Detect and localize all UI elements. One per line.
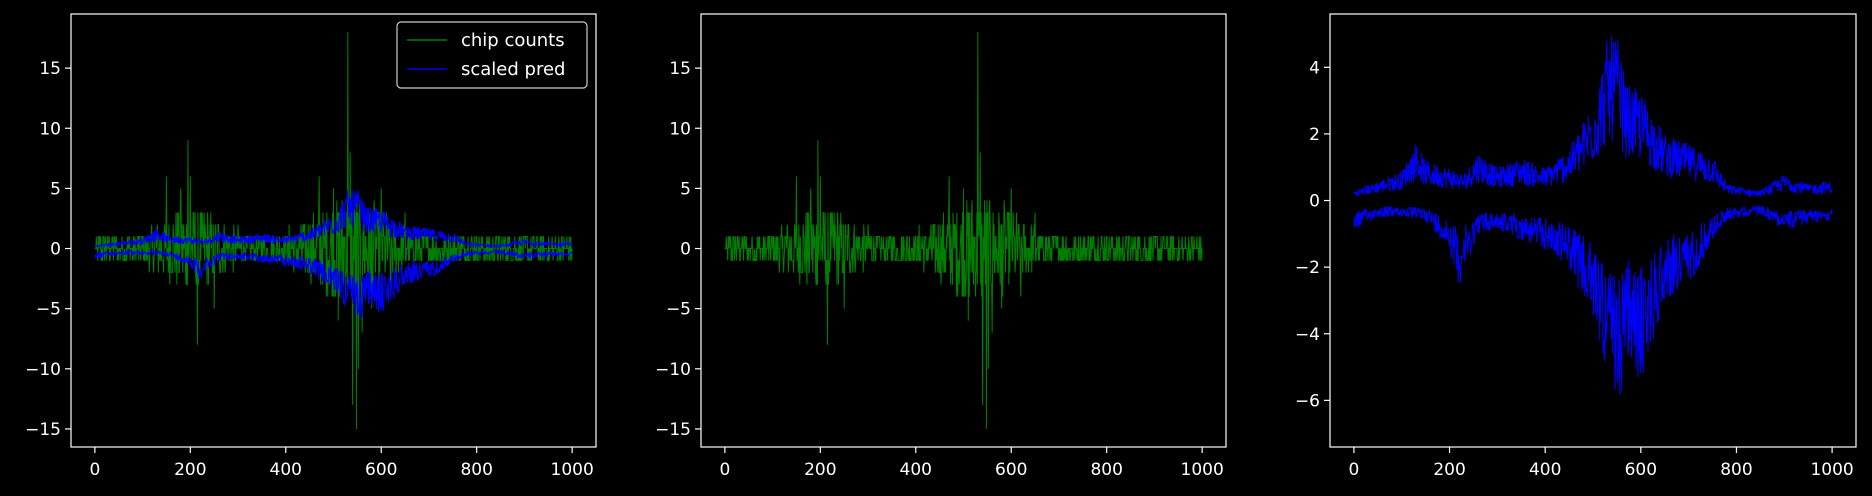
y-tick-label: 10 (669, 119, 691, 139)
y-tick-label: −5 (666, 300, 691, 320)
scaled-pred-lower-line (1353, 205, 1833, 396)
x-tick-label: 400 (270, 460, 302, 480)
legend-box (396, 21, 588, 89)
legend: chip counts scaled pred (396, 21, 588, 89)
y-tick-label: −15 (25, 420, 61, 440)
x-tick-label: 1000 (1181, 460, 1224, 480)
legend-chip-counts-label: chip counts (461, 30, 565, 51)
scaled-pred-lower-line (94, 248, 573, 319)
y-tick-label: 2 (1309, 125, 1320, 145)
x-tick-label: 400 (900, 460, 932, 480)
x-tick-label: 400 (1529, 460, 1561, 480)
x-tick-label: 800 (1090, 460, 1122, 480)
y-tick-label: −10 (655, 360, 691, 380)
x-tick-label: 200 (174, 460, 206, 480)
chip-counts-line (724, 32, 1203, 429)
panel-3-frame (1329, 13, 1857, 448)
panel-3-scaled-pred: −6 −4 −2 0 2 4 0 200 400 600 800 1000 (1295, 13, 1857, 480)
y-tick-label: −4 (1295, 325, 1320, 345)
y-tick-label: −6 (1295, 391, 1320, 411)
x-tick-label: 1000 (551, 460, 594, 480)
y-tick-label: 0 (680, 240, 691, 260)
x-tick-label: 1000 (1810, 460, 1853, 480)
panel-2-x-axis: 0 200 400 600 800 1000 (719, 447, 1224, 480)
panel-2-chip-counts: −15 −10 −5 0 5 10 15 0 200 400 600 800 1000 (655, 13, 1227, 480)
y-tick-label: 15 (39, 59, 61, 79)
y-tick-label: 5 (50, 179, 61, 199)
x-tick-label: 600 (1625, 460, 1657, 480)
panel-2-y-axis: −15 −10 −5 0 5 10 15 (655, 59, 701, 440)
x-tick-label: 600 (365, 460, 397, 480)
x-tick-label: 800 (1720, 460, 1752, 480)
x-tick-label: 200 (804, 460, 836, 480)
x-tick-label: 0 (89, 460, 100, 480)
y-tick-label: −5 (36, 300, 61, 320)
chip-counts-series-2 (724, 32, 1203, 429)
panel-1-combined: −15 −10 −5 0 5 10 15 0 200 400 600 800 1000 chip co… (25, 13, 597, 480)
x-tick-label: 800 (460, 460, 492, 480)
panel-3-y-axis: −6 −4 −2 0 2 4 (1295, 58, 1330, 411)
y-tick-label: −15 (655, 420, 691, 440)
y-tick-label: 10 (39, 119, 61, 139)
x-tick-label: 600 (995, 460, 1027, 480)
panel-2-frame (700, 13, 1227, 448)
panel-1-x-axis: 0 200 400 600 800 1000 (89, 447, 594, 480)
y-tick-label: −2 (1295, 258, 1320, 278)
panel-1-y-axis: −15 −10 −5 0 5 10 15 (25, 59, 71, 440)
x-tick-label: 0 (1348, 460, 1359, 480)
chip-counts-series (94, 32, 573, 429)
legend-scaled-pred-label: scaled pred (461, 59, 565, 80)
y-tick-label: 5 (680, 179, 691, 199)
chip-counts-line (94, 32, 573, 429)
scaled-pred-upper-line (1353, 36, 1833, 198)
x-tick-label: 0 (719, 460, 730, 480)
y-tick-label: 0 (50, 240, 61, 260)
panel-3-x-axis: 0 200 400 600 800 1000 (1348, 447, 1854, 480)
y-tick-label: 4 (1309, 58, 1320, 78)
scaled-pred-series (94, 189, 573, 319)
y-tick-label: 15 (669, 59, 691, 79)
x-tick-label: 200 (1433, 460, 1465, 480)
panel-1-frame (70, 13, 597, 448)
scaled-pred-upper-line (94, 189, 573, 249)
y-tick-label: −10 (25, 360, 61, 380)
scaled-pred-series-3 (1353, 36, 1833, 396)
y-tick-label: 0 (1309, 192, 1320, 212)
